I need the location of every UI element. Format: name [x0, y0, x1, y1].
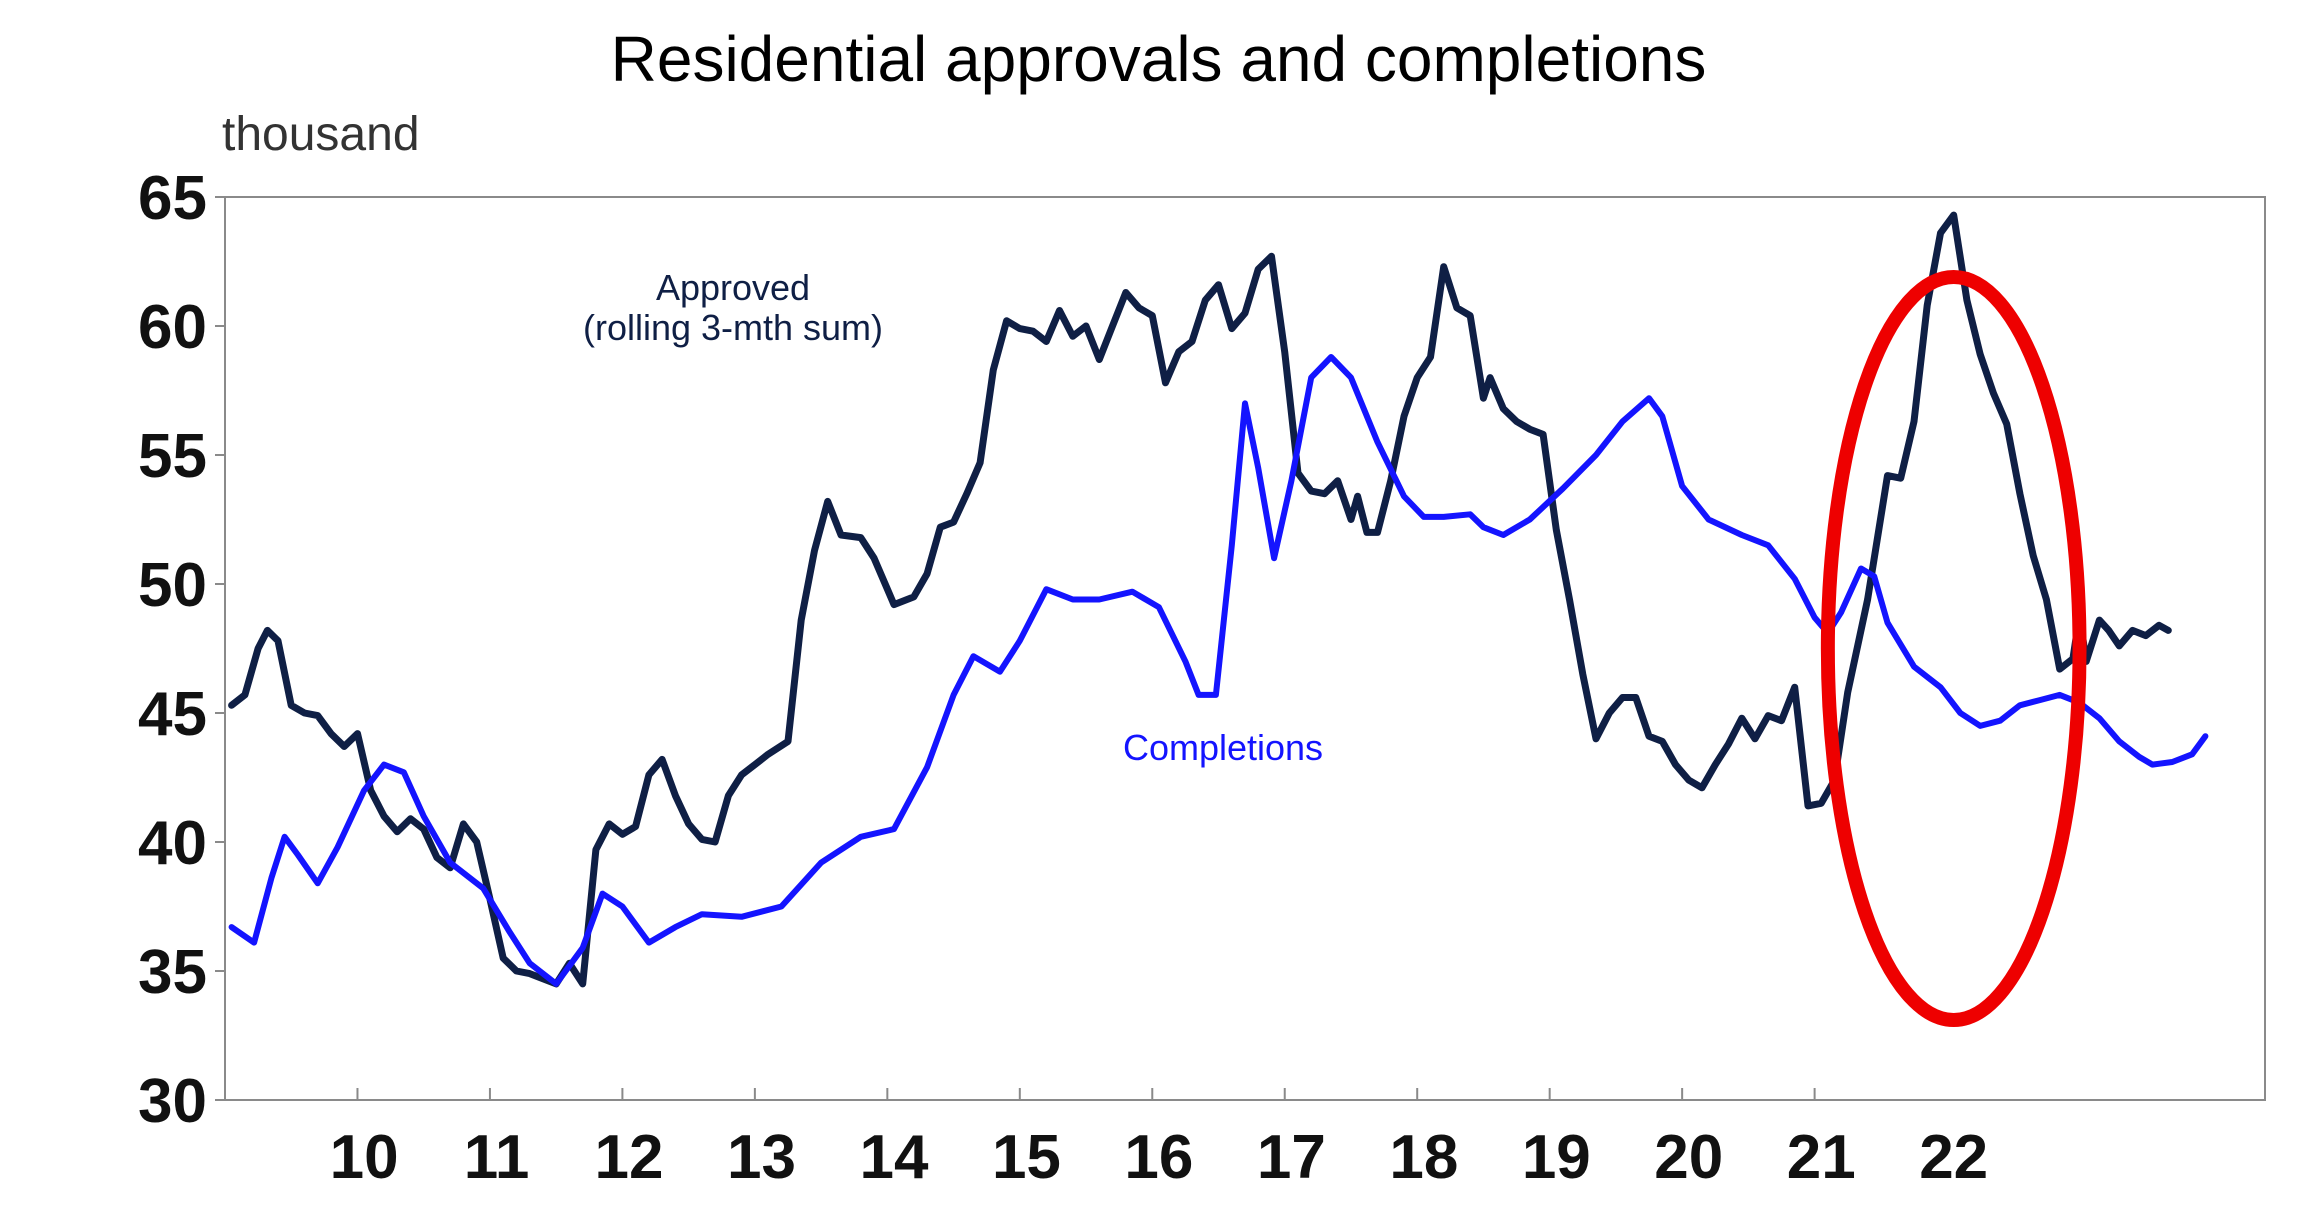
y-tick-label: 40	[138, 809, 207, 878]
x-tick-label: 17	[1257, 1123, 1326, 1192]
x-tick-label: 20	[1654, 1123, 1723, 1192]
x-tick-label: 10	[330, 1123, 399, 1192]
y-tick-label: 35	[138, 938, 207, 1007]
x-tick-label: 14	[859, 1123, 928, 1192]
x-tick-label: 12	[595, 1123, 664, 1192]
x-tick-label: 16	[1124, 1123, 1193, 1192]
plot-frame	[224, 196, 2266, 1101]
completions-series-label: Completions	[1123, 727, 1323, 768]
approved-series-label: Approved	[656, 267, 810, 308]
y-tick-label: 60	[138, 293, 207, 362]
y-tick-label: 45	[138, 680, 207, 749]
y-tick-label: 65	[138, 164, 207, 233]
completions-series-line	[228, 354, 2209, 987]
x-tick-label: 13	[727, 1123, 796, 1192]
highlight-ellipse	[1820, 269, 2087, 1028]
x-tick-label: 21	[1787, 1123, 1856, 1192]
approved-series-sublabel: (rolling 3-mth sum)	[583, 307, 883, 348]
x-tick-label: 18	[1389, 1123, 1458, 1192]
y-tick-label: 50	[138, 551, 207, 620]
y-unit-label: thousand	[222, 108, 420, 161]
x-tick-label: 22	[1919, 1123, 1988, 1192]
chart-title: Residential approvals and completions	[610, 23, 1707, 95]
y-tick-label: 30	[138, 1067, 207, 1136]
x-tick-label: 15	[992, 1123, 1061, 1192]
y-tick-label: 55	[138, 422, 207, 491]
x-tick-label: 19	[1522, 1123, 1591, 1192]
x-tick-label: 11	[464, 1123, 530, 1192]
